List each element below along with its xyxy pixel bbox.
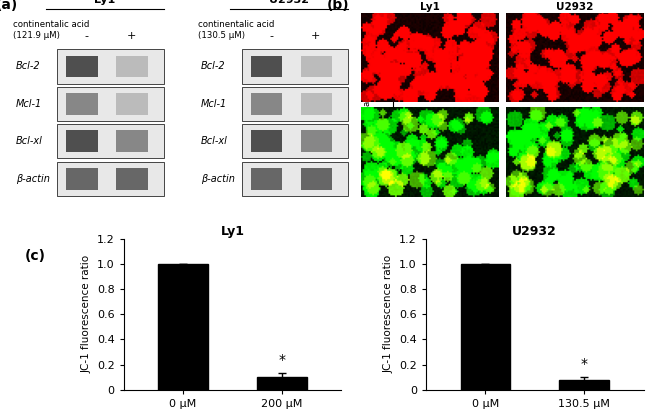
Text: Bcl-xl: Bcl-xl [16, 136, 43, 146]
FancyBboxPatch shape [116, 168, 148, 190]
Text: -: - [85, 31, 89, 41]
FancyBboxPatch shape [242, 162, 348, 196]
Bar [560, 380, 609, 390]
Text: +: + [127, 31, 136, 41]
Text: -: - [378, 56, 383, 69]
FancyBboxPatch shape [57, 49, 164, 83]
Text: Bcl-xl: Bcl-xl [201, 136, 227, 146]
FancyBboxPatch shape [57, 162, 164, 196]
Text: continentalic acid: continentalic acid [198, 20, 274, 29]
FancyBboxPatch shape [250, 130, 283, 152]
Text: Ly1: Ly1 [94, 0, 115, 5]
FancyBboxPatch shape [66, 93, 98, 115]
FancyBboxPatch shape [66, 130, 98, 152]
Text: *: * [580, 357, 588, 371]
Text: Bcl-2: Bcl-2 [201, 62, 226, 72]
FancyBboxPatch shape [57, 124, 164, 158]
FancyBboxPatch shape [250, 168, 283, 190]
FancyBboxPatch shape [300, 168, 333, 190]
Text: *: * [278, 353, 285, 367]
FancyBboxPatch shape [242, 87, 348, 121]
FancyBboxPatch shape [66, 56, 98, 78]
Text: (130.5 μM): (130.5 μM) [198, 31, 244, 40]
FancyBboxPatch shape [66, 168, 98, 190]
Bar [460, 264, 510, 390]
Y-axis label: JC-1 fluorescence ratio: JC-1 fluorescence ratio [384, 255, 393, 373]
FancyBboxPatch shape [300, 56, 333, 78]
FancyBboxPatch shape [116, 93, 148, 115]
FancyBboxPatch shape [116, 56, 148, 78]
Text: -: - [270, 31, 274, 41]
Y-axis label: JC-1 fluorescence ratio: JC-1 fluorescence ratio [81, 255, 92, 373]
Text: +: + [311, 31, 320, 41]
Text: (c): (c) [25, 249, 46, 264]
Text: Mcl-1: Mcl-1 [201, 99, 227, 109]
FancyBboxPatch shape [116, 130, 148, 152]
Text: +: + [375, 146, 386, 159]
Text: (121.9 μM): (121.9 μM) [13, 31, 60, 40]
FancyBboxPatch shape [242, 49, 348, 83]
Text: β-actin: β-actin [201, 174, 235, 184]
FancyBboxPatch shape [250, 56, 283, 78]
Title: U2932: U2932 [556, 2, 593, 12]
FancyBboxPatch shape [250, 93, 283, 115]
Bar [257, 377, 307, 390]
Text: (a): (a) [0, 0, 18, 12]
Text: Mcl-1: Mcl-1 [16, 99, 42, 109]
Title: Ly1: Ly1 [220, 225, 244, 238]
Bar [159, 264, 208, 390]
Text: continentalic acid: continentalic acid [363, 70, 372, 147]
Title: U2932: U2932 [512, 225, 557, 238]
Text: β-actin: β-actin [16, 174, 50, 184]
Title: Ly1: Ly1 [419, 2, 439, 12]
FancyBboxPatch shape [242, 124, 348, 158]
Text: Bcl-2: Bcl-2 [16, 62, 40, 72]
FancyBboxPatch shape [57, 87, 164, 121]
FancyBboxPatch shape [300, 93, 333, 115]
Text: U2932: U2932 [269, 0, 309, 5]
FancyBboxPatch shape [300, 130, 333, 152]
Text: (b): (b) [327, 0, 350, 12]
Text: continentalic acid: continentalic acid [13, 20, 90, 29]
